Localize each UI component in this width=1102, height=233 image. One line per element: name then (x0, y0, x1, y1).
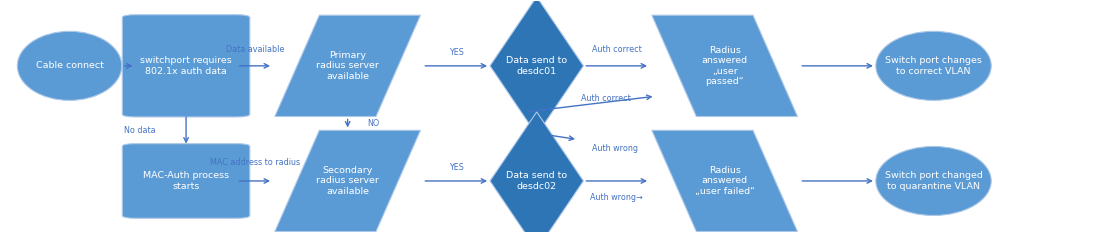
Text: Cable connect: Cable connect (35, 61, 104, 70)
Text: Auth correct: Auth correct (592, 45, 641, 54)
Text: Radius
answered
„user
passed“: Radius answered „user passed“ (702, 46, 748, 86)
Text: Auth wrong: Auth wrong (592, 144, 638, 153)
Text: Switch port changed
to quarantine VLAN: Switch port changed to quarantine VLAN (885, 171, 983, 191)
Text: Auth wrong→: Auth wrong→ (591, 193, 644, 202)
Text: YES: YES (449, 163, 464, 172)
Polygon shape (274, 130, 421, 232)
Text: Primary
radius server
available: Primary radius server available (316, 51, 379, 81)
Text: switchport requires
802.1x auth data: switchport requires 802.1x auth data (140, 56, 231, 75)
Ellipse shape (876, 146, 991, 216)
Polygon shape (490, 0, 583, 135)
Text: Data send to
desdc01: Data send to desdc01 (506, 56, 568, 75)
Polygon shape (652, 15, 798, 116)
Text: YES: YES (449, 48, 464, 57)
Text: Auth correct: Auth correct (581, 94, 630, 103)
Polygon shape (274, 15, 421, 116)
Ellipse shape (18, 31, 121, 100)
Text: Secondary
radius server
available: Secondary radius server available (316, 166, 379, 196)
Polygon shape (490, 112, 583, 233)
Text: No data: No data (123, 126, 155, 135)
Text: MAC address to radius: MAC address to radius (209, 158, 300, 167)
Text: Radius
answered
„user failed“: Radius answered „user failed“ (694, 166, 755, 196)
Text: Data available: Data available (226, 45, 284, 54)
Text: Data send to
desdc02: Data send to desdc02 (506, 171, 568, 191)
FancyBboxPatch shape (122, 144, 250, 218)
Ellipse shape (876, 31, 991, 100)
Text: MAC-Auth process
starts: MAC-Auth process starts (143, 171, 229, 191)
Text: NO: NO (367, 119, 380, 128)
Text: Switch port changes
to correct VLAN: Switch port changes to correct VLAN (885, 56, 982, 75)
FancyBboxPatch shape (122, 15, 250, 117)
Polygon shape (652, 130, 798, 232)
